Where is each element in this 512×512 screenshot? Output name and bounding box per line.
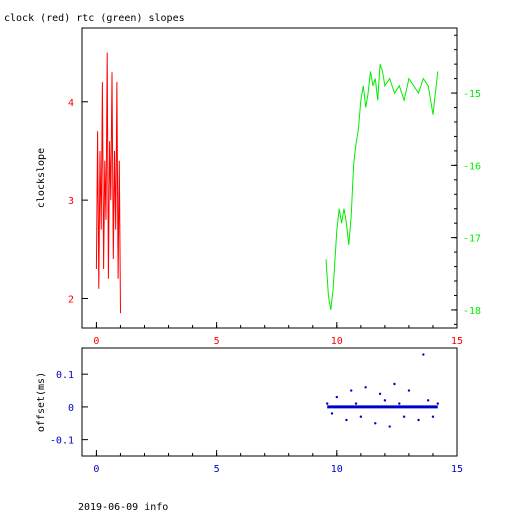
offset-x-tick-label: 5 [214, 464, 220, 475]
offset-point [354, 402, 358, 405]
offset-x-tick-label: 0 [93, 464, 99, 475]
offset-point [325, 402, 329, 405]
slopes-right-y-tick-label: -15 [463, 89, 481, 100]
offset-series-group [325, 353, 439, 428]
clock-slope-series [95, 52, 121, 314]
chart-title: clock (red) rtc (green) slopes [4, 13, 185, 24]
slopes-right-y-tick-label: -16 [463, 161, 481, 172]
slopes-left-y-tick-label: 2 [68, 294, 74, 305]
slopes-left-y-tick-label: 3 [68, 196, 74, 207]
slopes-axes: 0 5 10 15 2 3 4 -18 -17 -16 -15 [68, 34, 481, 347]
offset-left-y-tick-label: 0 [68, 403, 74, 414]
offset-point [398, 402, 401, 405]
offset-point [359, 415, 363, 418]
offset-point [436, 402, 439, 405]
offset-point [374, 422, 377, 425]
slopes-right-y-tick-label: -17 [463, 234, 481, 245]
offset-point [412, 405, 415, 409]
offset-point [388, 425, 391, 428]
offset-point [350, 389, 353, 392]
offset-point [383, 399, 387, 402]
offset-point [345, 418, 348, 422]
offset-x-tick-label: 10 [331, 464, 343, 475]
offset-left-y-tick-label: 0.1 [56, 370, 74, 381]
offset-x-tick-label: 15 [451, 464, 463, 475]
offset-point [335, 395, 339, 399]
offset-point [431, 415, 435, 418]
slopes-x-tick-label: 5 [214, 336, 220, 347]
slopes-y-axis-label: clockslope [36, 148, 47, 208]
slopes-x-tick-label: 0 [93, 336, 99, 347]
offset-panel: 0 5 10 15 -0.1 0 0.1 offset(ms) [36, 347, 463, 475]
slopes-right-y-tick-label: -18 [463, 306, 481, 317]
rtc-slope-series [325, 63, 439, 310]
offset-point [407, 389, 411, 392]
slopes-plot-frame [81, 27, 458, 329]
slopes-series-group [95, 52, 439, 314]
offset-point [426, 399, 430, 402]
offset-point [330, 412, 334, 415]
offset-point [340, 405, 343, 409]
offset-point [402, 415, 406, 418]
offset-point [417, 418, 420, 422]
offset-plot-frame [81, 347, 458, 457]
offset-point [369, 405, 372, 409]
slopes-left-y-tick-label: 4 [68, 98, 74, 109]
slopes-panel: 0 5 10 15 2 3 4 -18 -17 -16 -15 clockslope [36, 27, 481, 347]
footer-date-info: 2019-06-09 info [78, 502, 168, 512]
offset-point [378, 392, 382, 396]
offset-left-y-tick-label: -0.1 [50, 436, 74, 447]
slopes-x-tick-label: 15 [451, 336, 463, 347]
offset-point [364, 386, 367, 389]
offset-y-axis-label: offset(ms) [36, 372, 47, 432]
offset-point [393, 382, 396, 386]
slopes-x-tick-label: 10 [331, 336, 343, 347]
offset-point [422, 353, 425, 356]
offset-axes: 0 5 10 15 -0.1 0 0.1 [50, 370, 463, 475]
